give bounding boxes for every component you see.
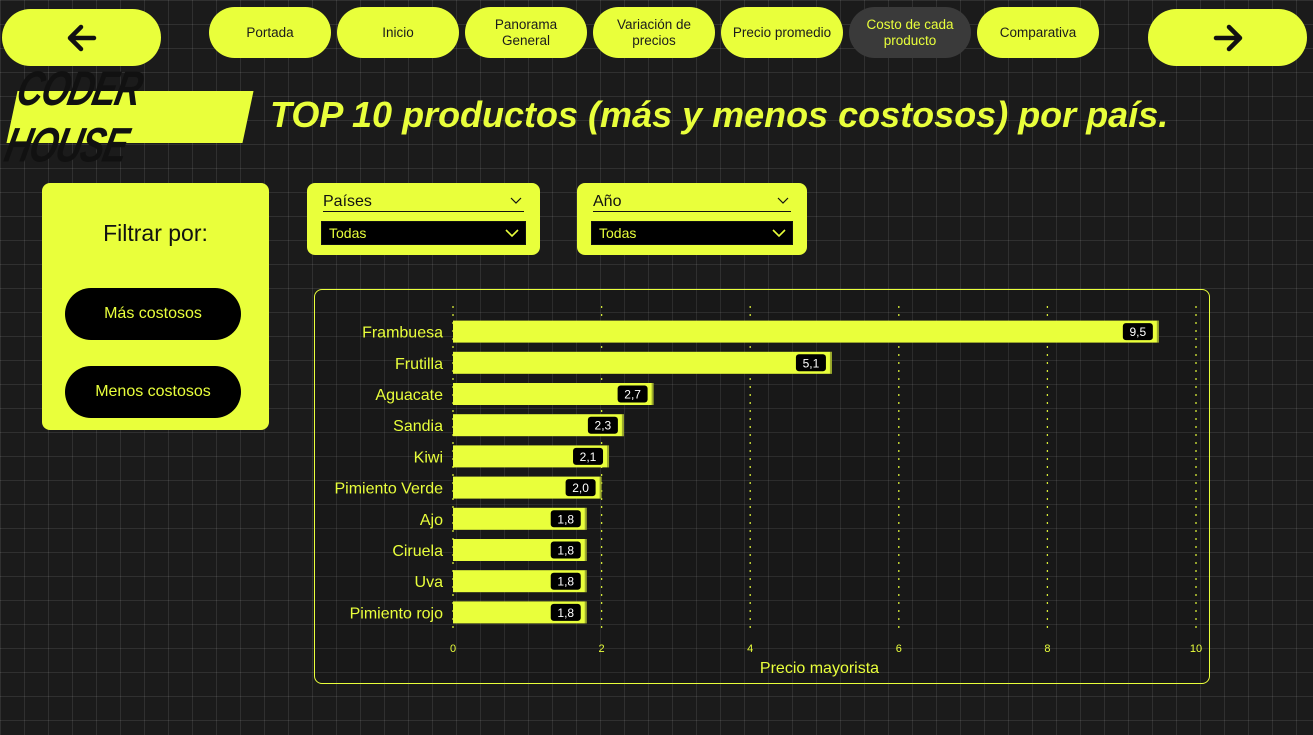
category-label: Frambuesa xyxy=(362,325,443,342)
tab-precio-promedio[interactable]: Precio promedio xyxy=(721,7,843,58)
data-label: 5,1 xyxy=(803,356,820,370)
tab-comparativa[interactable]: Comparativa xyxy=(977,7,1099,58)
filter-label: Filtrar por: xyxy=(103,220,208,246)
bar-edge xyxy=(584,539,587,561)
tab-portada[interactable]: Portada xyxy=(209,7,331,58)
tab-costo-producto[interactable]: Costo de cada producto xyxy=(849,7,971,58)
bar xyxy=(453,445,610,468)
data-label-badge xyxy=(587,416,618,434)
category-label: Aguacate xyxy=(375,387,443,404)
slicer-paises-dropdown[interactable]: Todas xyxy=(321,221,526,245)
most-expensive-button[interactable]: Más costosos xyxy=(65,288,241,340)
slicer-anio-value: Todas xyxy=(599,225,637,241)
filter-panel: Filtrar por: Más costosos Menos costosos xyxy=(42,183,269,430)
least-expensive-button[interactable]: Menos costosos xyxy=(65,366,241,418)
bar-edge xyxy=(829,351,832,374)
tab-panorama-general[interactable]: Panorama General xyxy=(465,7,587,58)
slicer-paises-header[interactable]: Países xyxy=(323,193,524,212)
bar xyxy=(453,351,832,374)
bar-edge xyxy=(584,507,587,530)
slicer-paises-value: Todas xyxy=(329,225,367,241)
slicer-paises: Países Todas xyxy=(307,183,540,255)
data-label-badge xyxy=(550,603,581,621)
slicer-paises-label: Países xyxy=(323,193,372,210)
chevron-down-icon xyxy=(505,229,519,238)
tab-inicio[interactable]: Inicio xyxy=(337,7,459,58)
coderhouse-logo: CODER HOUSE xyxy=(0,60,254,172)
back-button[interactable] xyxy=(2,9,161,66)
category-label: Pimiento rojo xyxy=(350,605,443,622)
x-tick-label: 6 xyxy=(896,643,902,655)
bar xyxy=(453,383,654,405)
logo-text: CODER HOUSE xyxy=(0,60,147,173)
arrow-right-icon xyxy=(1213,24,1242,51)
category-label: Frutilla xyxy=(395,356,443,373)
x-tick-label: 10 xyxy=(1190,643,1202,655)
arrow-left-icon xyxy=(67,24,96,51)
slicer-anio: Año Todas xyxy=(577,183,807,255)
data-label-badge xyxy=(550,541,581,559)
data-label: 2,3 xyxy=(595,419,612,433)
bar-chart: 0 2 4 6 8 10 Frambuesa 9,5 Frutilla 5,1 Aguacate 2,… xyxy=(334,306,1202,677)
x-tick-label: 2 xyxy=(599,643,605,655)
data-label-badge xyxy=(550,572,581,590)
forward-button[interactable] xyxy=(1148,9,1307,66)
bar-edge xyxy=(607,445,610,468)
bar-edge xyxy=(1156,320,1159,343)
slicer-anio-header[interactable]: Año xyxy=(593,193,791,212)
x-axis-label: Precio mayorista xyxy=(760,660,879,677)
bar-edge xyxy=(584,570,587,593)
bar-chart-container: 0 2 4 6 8 10 Frambuesa 9,5 Frutilla 5,1 Aguacate 2,… xyxy=(314,289,1210,684)
data-label: 1,8 xyxy=(557,512,574,526)
data-label: 1,8 xyxy=(557,606,574,620)
data-label: 1,8 xyxy=(557,544,574,558)
chevron-down-icon xyxy=(510,197,522,204)
slicer-anio-label: Año xyxy=(593,193,622,210)
category-label: Kiwi xyxy=(414,449,443,466)
category-label: Uva xyxy=(415,574,444,591)
bar-edge xyxy=(621,414,624,437)
bar xyxy=(453,476,602,499)
x-tick-label: 8 xyxy=(1044,643,1050,655)
bar-edge xyxy=(584,601,587,624)
bar xyxy=(453,320,1159,343)
data-label-badge xyxy=(550,510,581,528)
bar xyxy=(453,414,624,437)
data-label-badge xyxy=(617,385,648,403)
data-label-badge xyxy=(565,479,596,497)
chevron-down-icon xyxy=(772,229,786,238)
data-label: 1,8 xyxy=(557,575,574,589)
data-label-badge xyxy=(795,354,826,372)
data-label-badge xyxy=(573,447,604,465)
data-label: 2,0 xyxy=(572,481,589,495)
tab-variacion-precios[interactable]: Variación de precios xyxy=(593,7,715,58)
category-label: Pimiento Verde xyxy=(334,481,443,498)
x-tick-label: 4 xyxy=(747,643,753,655)
data-label-badge xyxy=(1122,323,1153,341)
bar-edge xyxy=(599,476,602,499)
bar-edge xyxy=(651,383,654,405)
category-label: Sandia xyxy=(393,418,443,435)
data-label: 9,5 xyxy=(1130,325,1147,339)
x-tick-label: 0 xyxy=(450,643,456,655)
page-title: TOP 10 productos (más y menos costosos) … xyxy=(270,94,1169,135)
data-label: 2,1 xyxy=(580,450,597,464)
category-label: Ciruela xyxy=(392,543,443,560)
data-label: 2,7 xyxy=(624,388,641,402)
slicer-anio-dropdown[interactable]: Todas xyxy=(591,221,793,245)
category-label: Ajo xyxy=(420,512,443,529)
chevron-down-icon xyxy=(777,197,789,204)
